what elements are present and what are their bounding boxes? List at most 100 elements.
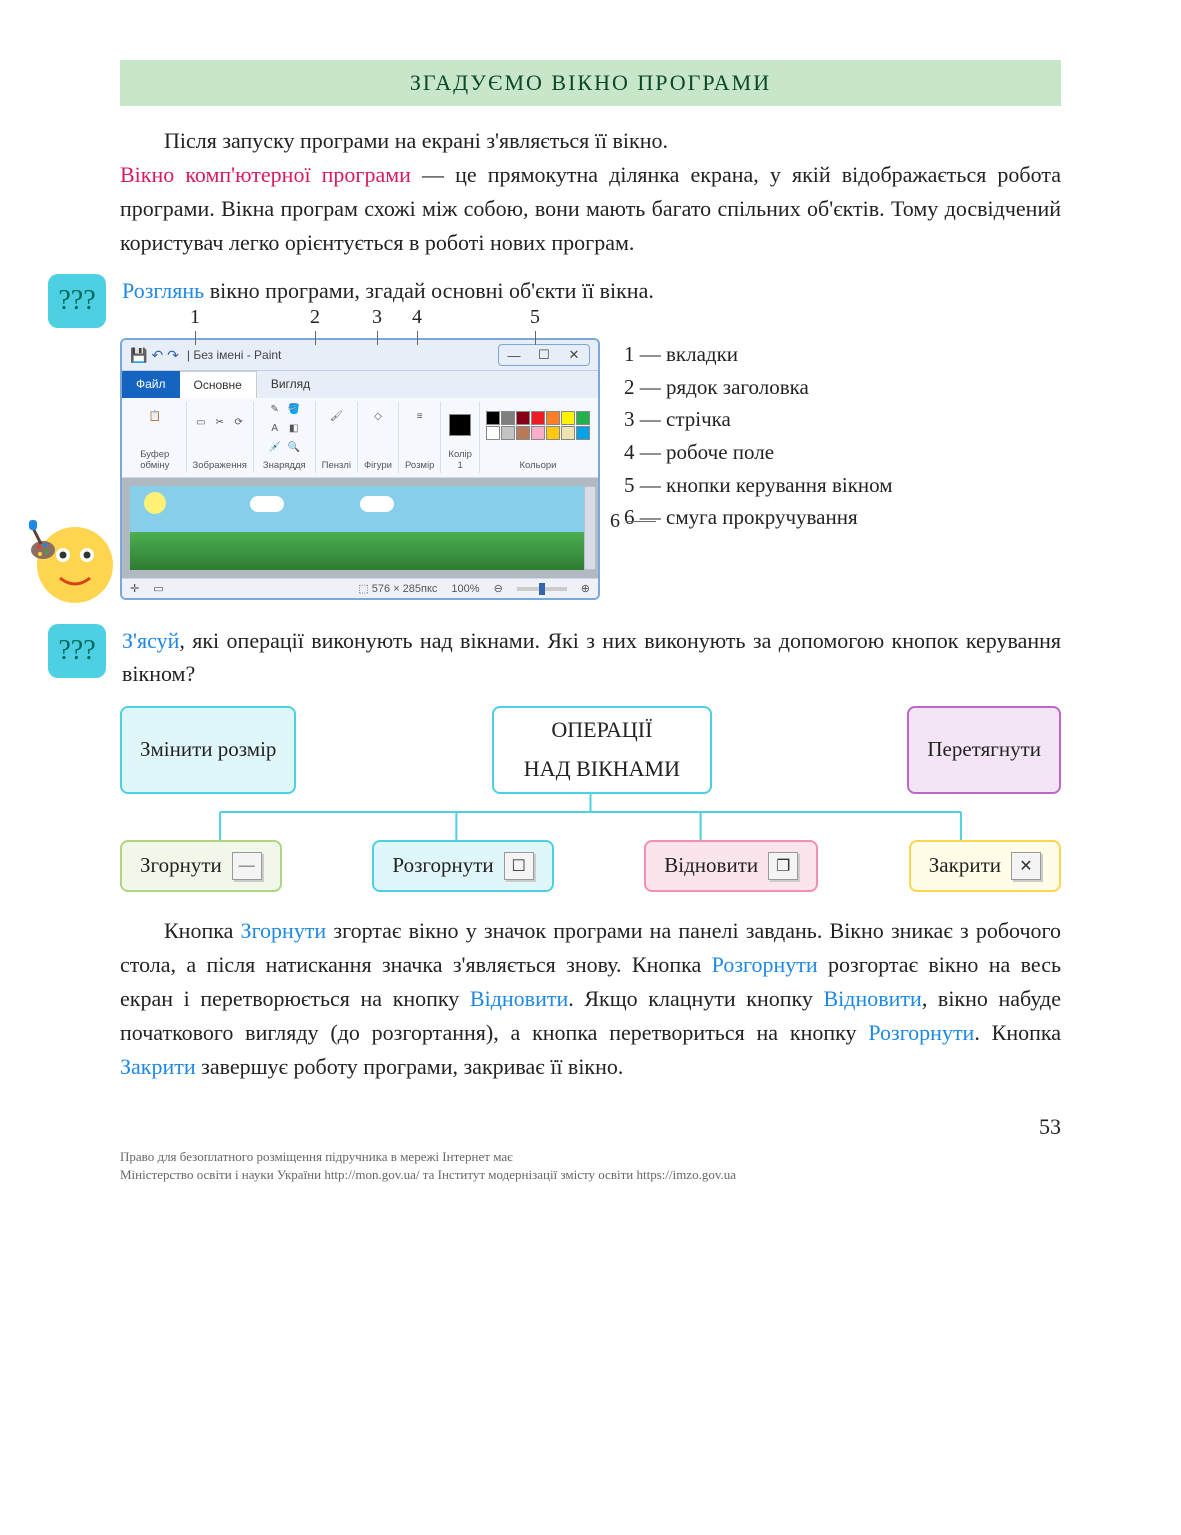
text-icon[interactable]: A (267, 423, 283, 439)
color1-swatch[interactable] (449, 414, 471, 436)
tab-view[interactable]: Вигляд (257, 371, 324, 398)
paint-canvas-area (122, 478, 598, 578)
pointer-4: 4 (412, 306, 422, 345)
intro-paragraph: Після запуску програми на екрані з'являє… (120, 124, 1061, 260)
tab-main[interactable]: Основне (180, 371, 257, 398)
zoom-in-icon[interactable]: ⊕ (581, 582, 590, 595)
group-color1: Колір 1 (441, 402, 480, 473)
page-number: 53 (120, 1114, 1061, 1140)
maximize-button-icon: ☐ (504, 852, 534, 880)
color-swatch[interactable] (501, 426, 515, 440)
legend-3: 3 — стрічка (624, 403, 893, 436)
task-2-rest: , які операції виконують над вікнами. Як… (122, 628, 1061, 686)
vertical-scrollbar[interactable] (584, 486, 596, 570)
kw-maximize: Розгорнути (712, 952, 818, 977)
pointer-2: 2 (310, 306, 320, 345)
diagram-bottom-row: Згорнути — Розгорнути ☐ Відновити ❐ Закр… (120, 840, 1061, 892)
pointer-6: 6 (610, 510, 656, 533)
kw-restore: Відновити (470, 986, 568, 1011)
task-2-verb: З'ясуй (122, 628, 179, 653)
maximize-icon[interactable]: ☐ (530, 346, 558, 364)
paste-icon[interactable]: 📋 (141, 411, 169, 439)
fill-icon[interactable]: 🪣 (286, 404, 302, 420)
ribbon: 📋 Буфер обміну ▭ ✂ ⟳ Зображення ✎ 🪣 A (122, 398, 598, 478)
selection-icon: ▭ (153, 582, 163, 595)
color-swatch[interactable] (576, 426, 590, 440)
section-heading: ЗГАДУЄМО ВІКНО ПРОГРАМИ (120, 60, 1061, 106)
color-swatch[interactable] (531, 411, 545, 425)
pencil-icon[interactable]: ✎ (267, 404, 283, 420)
group-image: ▭ ✂ ⟳ Зображення (187, 402, 254, 473)
diagram-top-row: Змінити розмір ОПЕРАЦІЇ НАД ВІКНАМИ Пере… (120, 706, 1061, 793)
brush-icon[interactable]: 🖌 (322, 411, 350, 439)
crop-icon[interactable]: ✂ (212, 417, 228, 433)
zoom-slider[interactable] (517, 587, 567, 591)
paint-window: 💾 ↶ ↷ | Без імені - Paint — ☐ ✕ Файл Осн… (120, 338, 600, 600)
drawn-cloud (250, 496, 284, 512)
task-1-text: Розглянь вікно програми, згадай основні … (122, 274, 1061, 307)
zoom-icon[interactable]: 🔍 (286, 442, 302, 458)
diagram-connectors (120, 794, 1061, 840)
save-icon[interactable]: 💾 (130, 347, 147, 364)
color-swatch[interactable] (501, 411, 515, 425)
intro-line-1: Після запуску програми на екрані з'являє… (164, 128, 668, 153)
rotate-icon[interactable]: ⟳ (231, 417, 247, 433)
undo-icon[interactable]: ↶ (151, 347, 163, 364)
shapes-icon[interactable]: ◇ (364, 411, 392, 439)
color-swatch[interactable] (546, 426, 560, 440)
explanation-paragraph: Кнопка Згорнути згортає вікно у значок п… (120, 914, 1061, 1084)
zoom-out-icon[interactable]: ⊖ (494, 582, 503, 595)
zoom-level: 100% (451, 583, 479, 595)
color-swatch[interactable] (561, 426, 575, 440)
box-drag: Перетягнути (907, 706, 1061, 793)
legend-1: 1 — вкладки (624, 338, 893, 371)
task-2-text: З'ясуй, які операції виконують над вікна… (122, 624, 1061, 690)
box-close: Закрити ✕ (909, 840, 1061, 892)
question-icon: ??? (48, 624, 106, 678)
pointer-row: 1 2 3 4 5 (120, 306, 600, 338)
operations-diagram: Змінити розмір ОПЕРАЦІЇ НАД ВІКНАМИ Пере… (120, 706, 1061, 891)
tab-file[interactable]: Файл (122, 371, 180, 398)
color-swatch[interactable] (576, 411, 590, 425)
paint-window-wrapper: 1 2 3 4 5 6 💾 ↶ ↷ | Без імені - Paint — … (120, 338, 600, 600)
color-swatch[interactable] (531, 426, 545, 440)
ribbon-tabs: Файл Основне Вигляд (122, 371, 598, 398)
paint-figure: 1 2 3 4 5 6 💾 ↶ ↷ | Без імені - Paint — … (120, 338, 1061, 600)
drawing-canvas[interactable] (130, 486, 590, 570)
legend-6: 6 — смуга прокручування (624, 501, 893, 534)
legend-5: 5 — кнопки керування вікном (624, 469, 893, 502)
question-icon: ??? (48, 274, 106, 328)
box-maximize: Розгорнути ☐ (372, 840, 553, 892)
picker-icon[interactable]: 💉 (267, 442, 283, 458)
redo-icon[interactable]: ↷ (167, 347, 179, 364)
eraser-icon[interactable]: ◧ (286, 423, 302, 439)
group-brushes: 🖌 Пензлі (316, 402, 358, 473)
size-icon[interactable]: ≡ (406, 411, 434, 439)
mascot-icon (25, 510, 125, 610)
legend-2: 2 — рядок заголовка (624, 371, 893, 404)
color-palette[interactable] (486, 411, 590, 440)
cursor-pos-icon: ✛ (130, 582, 139, 595)
group-shapes: ◇ Фігури (358, 402, 399, 473)
color-swatch[interactable] (546, 411, 560, 425)
color-swatch[interactable] (486, 411, 500, 425)
color-swatch[interactable] (486, 426, 500, 440)
box-resize: Змінити розмір (120, 706, 296, 793)
footer-copyright: Право для безоплатного розміщення підруч… (120, 1148, 1061, 1184)
term-highlight: Вікно комп'ютерної програми (120, 162, 411, 187)
legend-4: 4 — робоче поле (624, 436, 893, 469)
close-icon[interactable]: ✕ (560, 346, 588, 364)
select-icon[interactable]: ▭ (193, 417, 209, 433)
group-size: ≡ Розмір (399, 402, 441, 473)
kw-maximize-2: Розгорнути (868, 1020, 974, 1045)
drawn-sun (144, 492, 166, 514)
color-swatch[interactable] (516, 426, 530, 440)
minimize-icon[interactable]: — (500, 346, 528, 364)
color-swatch[interactable] (516, 411, 530, 425)
minimize-button-icon: — (232, 852, 262, 880)
task-2: ??? З'ясуй, які операції виконують над в… (120, 624, 1061, 690)
group-clipboard: 📋 Буфер обміну (124, 402, 187, 473)
color-swatch[interactable] (561, 411, 575, 425)
box-restore: Відновити ❐ (644, 840, 818, 892)
box-operations-center: ОПЕРАЦІЇ НАД ВІКНАМИ (492, 706, 712, 793)
